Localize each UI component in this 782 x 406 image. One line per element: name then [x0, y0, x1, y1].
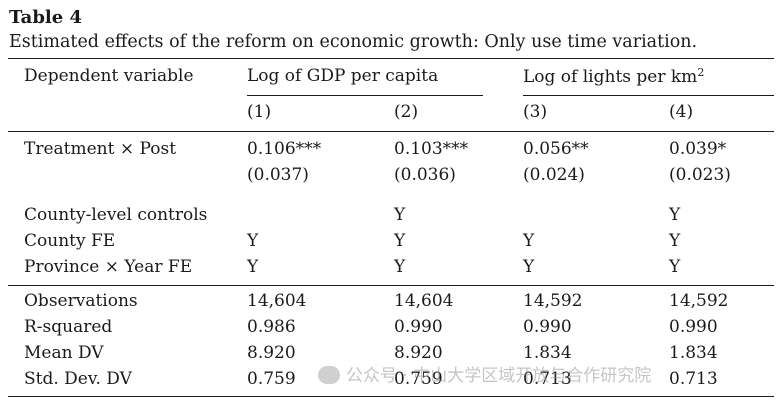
- r-squared-value-2: 0.990: [394, 317, 443, 337]
- top-rule: [8, 58, 774, 59]
- observations-value-4: 14,592: [669, 291, 729, 311]
- std-dev-dv-row-label: Std. Dev. DV: [24, 369, 132, 389]
- mean-dv-value-2: 8.920: [394, 343, 443, 363]
- col-number-4: (4): [669, 102, 694, 122]
- std-dev-dv-value-2: 0.759: [394, 369, 443, 389]
- std-dev-dv-value-3: 0.713: [523, 369, 572, 389]
- header-rule: [8, 131, 774, 132]
- controls-value-2: Y: [394, 205, 406, 225]
- county-fe-value-2: Y: [394, 231, 406, 251]
- header-group-lights: Log of lights per km2: [523, 66, 704, 87]
- header-group-lights-text: Log of lights per km: [523, 67, 698, 87]
- std-dev-dv-value-4: 0.713: [669, 369, 718, 389]
- province-year-fe-row-label: Province × Year FE: [24, 257, 193, 277]
- mean-dv-value-4: 1.834: [669, 343, 718, 363]
- province-year-fe-value-2: Y: [394, 257, 406, 277]
- se-value-2: (0.036): [394, 165, 456, 185]
- wechat-icon: [318, 366, 340, 384]
- se-value-1: (0.037): [247, 165, 309, 185]
- county-fe-row-label: County FE: [24, 231, 116, 251]
- col-number-2: (2): [394, 102, 419, 122]
- coef-value-3: 0.056**: [523, 139, 589, 159]
- header-group-gdp: Log of GDP per capita: [247, 66, 439, 86]
- province-year-fe-value-1: Y: [247, 257, 259, 277]
- se-value-4: (0.023): [669, 165, 731, 185]
- r-squared-value-3: 0.990: [523, 317, 572, 337]
- r-squared-value-4: 0.990: [669, 317, 718, 337]
- r-squared-value-1: 0.986: [247, 317, 296, 337]
- watermark: 公众号 · 中山大学区域开放与合作研究院: [318, 361, 651, 386]
- bottom-rule: [8, 396, 774, 397]
- coef-value-1: 0.106***: [247, 139, 322, 159]
- coef-value-2: 0.103***: [394, 139, 469, 159]
- col-number-1: (1): [247, 102, 272, 122]
- controls-value-4: Y: [669, 205, 681, 225]
- mean-dv-value-1: 8.920: [247, 343, 296, 363]
- se-value-3: (0.024): [523, 165, 585, 185]
- county-fe-value-3: Y: [523, 231, 535, 251]
- observations-value-3: 14,592: [523, 291, 583, 311]
- mean-dv-row-label: Mean DV: [24, 343, 104, 363]
- watermark-text: 公众号 · 中山大学区域开放与合作研究院: [346, 366, 652, 386]
- province-year-fe-value-4: Y: [669, 257, 681, 277]
- county-fe-value-4: Y: [669, 231, 681, 251]
- group-gdp-underline: [247, 95, 483, 96]
- group-lights-underline: [523, 95, 774, 96]
- header-group-lights-sup: 2: [697, 66, 705, 79]
- stats-rule: [8, 285, 774, 286]
- std-dev-dv-value-1: 0.759: [247, 369, 296, 389]
- mean-dv-value-3: 1.834: [523, 343, 572, 363]
- header-dependent-variable: Dependent variable: [24, 66, 194, 86]
- province-year-fe-value-3: Y: [523, 257, 535, 277]
- observations-row-label: Observations: [24, 291, 138, 311]
- observations-value-2: 14,604: [394, 291, 454, 311]
- table-label: Table 4: [9, 7, 83, 28]
- controls-row-label: County-level controls: [24, 205, 208, 225]
- coef-value-4: 0.039*: [669, 139, 727, 159]
- r-squared-row-label: R-squared: [24, 317, 113, 337]
- coef-row-label: Treatment × Post: [24, 139, 177, 159]
- county-fe-value-1: Y: [247, 231, 259, 251]
- col-number-3: (3): [523, 102, 548, 122]
- observations-value-1: 14,604: [247, 291, 307, 311]
- table-caption: Estimated effects of the reform on econo…: [9, 32, 698, 52]
